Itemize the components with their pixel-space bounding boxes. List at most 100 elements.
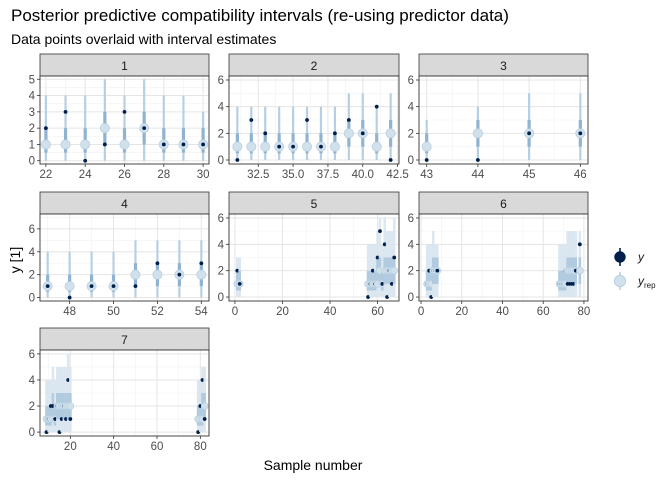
y-point <box>435 268 440 273</box>
y-point <box>181 142 186 147</box>
observation <box>371 104 382 160</box>
x-tick-label: 32.5 <box>247 169 269 181</box>
panel-border <box>418 213 589 302</box>
y-point <box>375 255 380 260</box>
panel-border <box>418 75 589 165</box>
facet-strip-label: 3 <box>500 59 507 73</box>
y-point <box>89 284 94 289</box>
x-tick-label: 40.0 <box>352 169 374 181</box>
observation <box>139 79 150 161</box>
observation <box>302 106 313 160</box>
facet-strip-label: 2 <box>311 59 318 73</box>
y-point <box>333 131 337 136</box>
y-point <box>366 295 370 299</box>
y-tick-label: 4 <box>408 239 415 251</box>
y-point <box>201 142 206 147</box>
observation <box>315 106 326 160</box>
y-tick-label: 4 <box>218 102 225 114</box>
x-tick-label: 40 <box>324 306 337 318</box>
y-tick-label: 6 <box>29 349 35 361</box>
panel-border <box>228 75 400 165</box>
yrep-point <box>196 269 207 280</box>
x-tick-label: 20 <box>276 306 289 318</box>
y-point <box>424 158 429 162</box>
observation <box>385 93 396 162</box>
legend-label-text: y <box>637 274 645 288</box>
chart-subtitle: Data points overlaid with interval estim… <box>11 31 277 47</box>
y-point <box>374 104 379 109</box>
y-point <box>43 126 48 131</box>
yrep-point <box>260 141 271 152</box>
y-tick-label: 1 <box>29 139 35 151</box>
x-tick-label: 60 <box>537 306 550 318</box>
y-tick-label: 0 <box>408 292 414 304</box>
y-tick-label: 2 <box>408 266 414 278</box>
y-point <box>63 109 68 114</box>
yrep-point <box>390 266 399 275</box>
y-tick-label: 6 <box>218 75 224 87</box>
yrep-point <box>40 139 51 150</box>
yrep-point <box>60 139 71 150</box>
x-tick-label: 20 <box>455 306 468 318</box>
yrep-point <box>371 141 382 152</box>
observation <box>64 251 75 300</box>
observation <box>99 79 110 161</box>
y-point <box>319 144 323 149</box>
y-point <box>370 268 375 273</box>
y-tick-label: 5 <box>29 74 35 86</box>
legend-label-text: y <box>637 250 645 264</box>
y-point <box>67 295 72 300</box>
legend-label: yrep <box>637 274 656 290</box>
yrep-point <box>329 141 340 152</box>
observation <box>472 106 483 162</box>
x-axis-title: Sample number <box>264 457 363 473</box>
y-tick-label: 6 <box>408 75 414 87</box>
yrep-point <box>232 141 243 152</box>
observation <box>235 257 244 298</box>
x-tick-label: 26 <box>118 169 131 181</box>
x-tick-label: 20 <box>64 441 77 453</box>
y-tick-label: 0 <box>29 156 35 168</box>
facet-strip-label: 1 <box>121 59 128 73</box>
x-tick-label: 24 <box>79 169 92 181</box>
observation <box>152 240 163 298</box>
x-tick-label: 60 <box>371 306 384 318</box>
x-tick-label: 46 <box>574 169 587 181</box>
observation <box>108 251 119 298</box>
x-tick-label: 0 <box>418 306 424 318</box>
legend-key-point <box>613 274 627 288</box>
y-tick-label: 6 <box>408 213 414 225</box>
yrep-point <box>343 128 354 139</box>
legend-item-yrep: yrep <box>613 272 656 290</box>
x-tick-label: 42.5 <box>386 169 408 181</box>
observation <box>60 95 71 161</box>
yrep-point <box>472 128 483 139</box>
y-point <box>388 158 393 162</box>
chart-title: Posterior predictive compatibility inter… <box>11 6 509 25</box>
observation <box>40 95 51 161</box>
yrep-point <box>246 141 257 152</box>
x-tick-label: 40 <box>496 306 509 318</box>
y-tick-label: 4 <box>29 91 36 103</box>
y-tick-label: 4 <box>29 375 36 387</box>
observation <box>198 111 209 161</box>
observation <box>42 251 53 298</box>
observation <box>158 95 169 161</box>
y-point <box>202 417 207 421</box>
y-point <box>577 242 582 247</box>
y-tick-label: 4 <box>218 239 225 251</box>
observation <box>119 95 130 161</box>
observation <box>433 244 442 298</box>
y-point <box>382 242 387 247</box>
y-point <box>111 284 116 289</box>
y-point <box>392 255 397 260</box>
observation <box>576 231 584 298</box>
observation <box>200 366 209 433</box>
yrep-point <box>385 128 396 139</box>
y-point <box>380 281 385 286</box>
x-tick-label: 0 <box>232 306 238 318</box>
y-tick-label: 3 <box>29 107 35 119</box>
panel-border <box>39 75 210 165</box>
